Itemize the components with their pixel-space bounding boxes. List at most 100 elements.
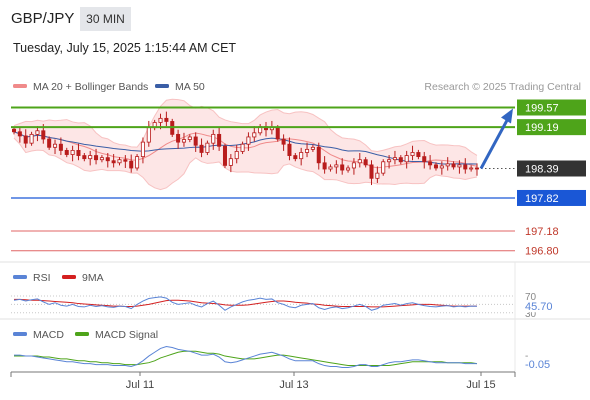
candle-body bbox=[105, 157, 110, 162]
pivot-label-bg bbox=[517, 189, 586, 206]
candle-body bbox=[123, 159, 128, 162]
candle-body bbox=[334, 164, 339, 168]
candle-body bbox=[463, 164, 468, 170]
candle-body bbox=[181, 139, 186, 143]
candle-body bbox=[94, 155, 99, 161]
candle bbox=[23, 129, 28, 148]
macd-legend-label: MACD bbox=[33, 329, 64, 341]
candle bbox=[439, 161, 444, 175]
candle bbox=[474, 163, 480, 176]
copyright: Research © 2025 Trading Central bbox=[424, 81, 581, 93]
candle-body bbox=[387, 159, 392, 163]
candle bbox=[217, 127, 222, 151]
candle-body bbox=[422, 156, 427, 163]
candle-body bbox=[275, 127, 280, 140]
candle-body bbox=[457, 164, 462, 168]
candle-body bbox=[76, 150, 81, 156]
candle bbox=[105, 152, 110, 168]
rsi-line bbox=[13, 296, 478, 311]
candle bbox=[381, 159, 386, 176]
pivot-label: 197.82 bbox=[525, 193, 559, 205]
macd-signal-legend-swatch bbox=[75, 332, 89, 336]
candle-body bbox=[381, 161, 386, 174]
candle-body bbox=[47, 138, 52, 148]
candle bbox=[176, 129, 181, 149]
candle bbox=[211, 129, 216, 150]
candle-body bbox=[111, 160, 116, 164]
candle bbox=[375, 166, 380, 183]
candle-body bbox=[64, 150, 69, 155]
x-tick-label: Jul 13 bbox=[279, 379, 308, 391]
candle bbox=[193, 132, 198, 152]
target-arrow-head bbox=[501, 108, 513, 124]
candle bbox=[433, 162, 438, 171]
candle bbox=[70, 145, 75, 162]
candle bbox=[47, 136, 52, 150]
candle-body bbox=[416, 152, 421, 158]
candle-body bbox=[398, 157, 403, 163]
candle-body bbox=[392, 157, 397, 161]
candle-body bbox=[222, 145, 227, 166]
candle bbox=[117, 157, 122, 166]
rsi-legend-label: RSI bbox=[33, 272, 51, 284]
candle-body bbox=[187, 136, 192, 140]
candle bbox=[29, 131, 34, 146]
candle bbox=[76, 143, 81, 161]
candle bbox=[64, 147, 69, 158]
candle-body bbox=[439, 165, 444, 169]
candle-body bbox=[305, 148, 310, 153]
candle-body bbox=[351, 162, 356, 169]
candle-body bbox=[193, 136, 198, 146]
candle bbox=[346, 165, 351, 173]
candle-body bbox=[316, 146, 321, 164]
candle bbox=[410, 145, 415, 161]
target-label-bg bbox=[517, 119, 586, 136]
candle bbox=[123, 155, 128, 168]
candle bbox=[111, 154, 116, 168]
candle-body bbox=[176, 133, 181, 143]
candle-body bbox=[340, 164, 345, 171]
rsi-level-label: 70 bbox=[525, 292, 537, 303]
bollinger-lower bbox=[13, 137, 478, 191]
candle-body bbox=[211, 133, 216, 144]
candle bbox=[58, 137, 63, 156]
candle bbox=[205, 140, 210, 156]
rsi-ma-legend-label: 9MA bbox=[82, 272, 104, 284]
rsi-ma-legend-swatch bbox=[62, 275, 76, 279]
candle-body bbox=[88, 155, 93, 160]
ma50-legend-label: MA 50 bbox=[175, 81, 205, 93]
candle bbox=[328, 164, 333, 172]
candle bbox=[82, 152, 87, 162]
ma20-legend-swatch bbox=[13, 84, 27, 88]
candle-body bbox=[135, 156, 140, 169]
candle-body bbox=[252, 132, 257, 138]
candle bbox=[181, 132, 186, 147]
macd-value-label: -0.05 bbox=[525, 359, 550, 371]
candle bbox=[199, 138, 204, 158]
candle-body bbox=[474, 167, 480, 170]
candle-body bbox=[234, 151, 239, 160]
candle bbox=[445, 157, 450, 171]
candle bbox=[293, 152, 298, 162]
candle-body bbox=[217, 133, 222, 147]
candle bbox=[428, 155, 433, 170]
candle bbox=[340, 158, 345, 175]
timeframe-button[interactable]: 30 MIN bbox=[80, 7, 131, 31]
candle-body bbox=[293, 155, 298, 160]
candle-body bbox=[70, 150, 75, 155]
macd-axis-label: - bbox=[525, 351, 528, 362]
candle-body bbox=[451, 163, 456, 168]
candle-body bbox=[299, 152, 304, 160]
candle bbox=[363, 157, 368, 168]
candle-body bbox=[369, 164, 374, 179]
candle bbox=[240, 141, 245, 155]
candle bbox=[281, 134, 286, 151]
candle bbox=[53, 139, 58, 155]
current-price-bg bbox=[517, 160, 586, 177]
rsi-value-label: 45.70 bbox=[525, 301, 553, 313]
candle bbox=[94, 148, 99, 165]
ma20-legend-label: MA 20 + Bollinger Bands bbox=[33, 81, 148, 93]
target-label-bg bbox=[517, 99, 586, 116]
rsi-level-label: 30 bbox=[525, 309, 537, 320]
candle-body bbox=[328, 166, 333, 170]
